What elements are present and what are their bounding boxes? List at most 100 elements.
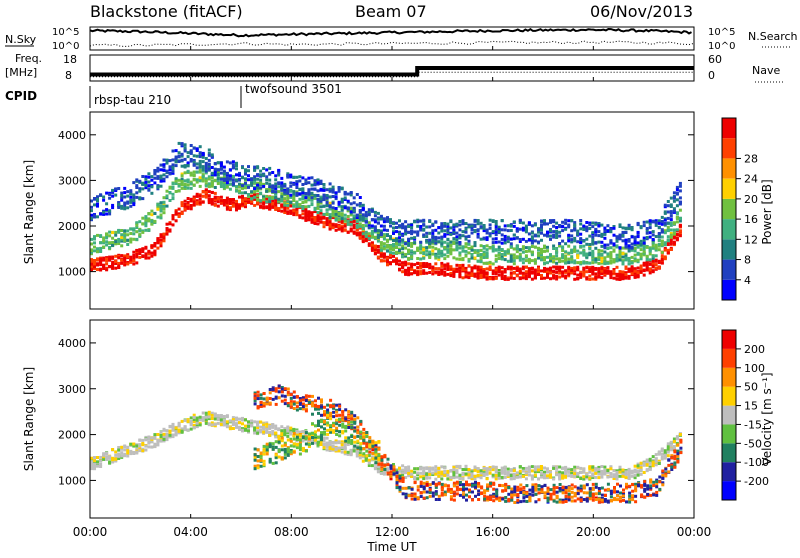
heatmap-cell — [486, 248, 489, 251]
heatmap-cell — [280, 200, 283, 203]
heatmap-cell — [160, 235, 163, 238]
heatmap-cell — [311, 176, 314, 179]
heatmap-cell — [344, 217, 347, 220]
heatmap-cell — [561, 467, 564, 470]
colorbar-tick-label: 4 — [744, 274, 751, 287]
heatmap-cell — [102, 199, 105, 202]
heatmap-cell — [446, 470, 449, 473]
heatmap-cell — [425, 240, 428, 243]
heatmap-cell — [573, 466, 576, 469]
heatmap-cell — [214, 173, 217, 176]
heatmap-cell — [117, 262, 120, 265]
heatmap-cell — [108, 231, 111, 234]
heatmap-cell — [347, 193, 350, 196]
heatmap-cell — [664, 249, 667, 252]
heatmap-cell — [241, 187, 244, 190]
heatmap-cell — [513, 469, 516, 472]
heatmap-cell — [401, 244, 404, 247]
heatmap-cell — [335, 210, 338, 213]
heatmap-cell — [190, 187, 193, 190]
heatmap-cell — [646, 232, 649, 235]
heatmap-cell — [368, 213, 371, 216]
heatmap-cell — [232, 175, 235, 178]
heatmap-cell — [622, 234, 625, 237]
heatmap-cell — [286, 435, 289, 438]
heatmap-cell — [422, 272, 425, 275]
heatmap-cell — [323, 205, 326, 208]
heatmap-cell — [513, 474, 516, 477]
heatmap-cell — [383, 259, 386, 262]
heatmap-cell — [474, 219, 477, 222]
heatmap-cell — [480, 225, 483, 228]
heatmap-cell — [356, 220, 359, 223]
heatmap-cell — [147, 172, 150, 175]
heatmap-cell — [374, 252, 377, 255]
heatmap-cell — [286, 430, 289, 433]
heatmap-cell — [117, 240, 120, 243]
heatmap-cell — [105, 192, 108, 195]
heatmap-cell — [166, 175, 169, 178]
heatmap-cell — [117, 455, 120, 458]
heatmap-cell — [271, 186, 274, 189]
heatmap-cell — [298, 188, 301, 191]
heatmap-cell — [546, 474, 549, 477]
heatmap-cell — [446, 474, 449, 477]
heatmap-cell — [552, 478, 555, 481]
heatmap-cell — [160, 176, 163, 179]
heatmap-cell — [673, 210, 676, 213]
heatmap-cell — [359, 222, 362, 225]
heatmap-cell — [431, 239, 434, 242]
colorbar-segment — [722, 158, 736, 178]
nave-label: Nave — [752, 64, 780, 77]
heatmap-cell — [99, 249, 102, 252]
heatmap-cell — [446, 245, 449, 248]
heatmap-cell — [522, 227, 525, 230]
heatmap-cell — [120, 259, 123, 262]
heatmap-cell — [292, 199, 295, 202]
heatmap-cell — [468, 272, 471, 275]
heatmap-cell — [428, 225, 431, 228]
heatmap-cell — [166, 162, 169, 165]
heatmap-cell — [519, 277, 522, 280]
heatmap-cell — [558, 266, 561, 269]
heatmap-cell — [172, 217, 175, 220]
heatmap-cell — [637, 267, 640, 270]
heatmap-cell — [169, 172, 172, 175]
heatmap-cell — [114, 454, 117, 457]
heatmap-cell — [256, 178, 259, 181]
heatmap-cell — [462, 264, 465, 267]
heatmap-cell — [567, 258, 570, 261]
heatmap-cell — [495, 233, 498, 236]
heatmap-cell — [634, 275, 637, 278]
heatmap-cell — [160, 185, 163, 188]
heatmap-cell — [271, 430, 274, 433]
heatmap-cell — [546, 249, 549, 252]
heatmap-cell — [362, 235, 365, 238]
heatmap-cell — [217, 200, 220, 203]
heatmap-cell — [646, 255, 649, 258]
heatmap-cell — [184, 419, 187, 422]
heatmap-cell — [534, 258, 537, 261]
heatmap-cell — [341, 209, 344, 212]
heatmap-cell — [504, 466, 507, 469]
heatmap-cell — [398, 224, 401, 227]
heatmap-cell — [679, 225, 682, 228]
heatmap-cell — [437, 475, 440, 478]
heatmap-cell — [138, 256, 141, 259]
heatmap-cell — [555, 254, 558, 257]
heatmap-cell — [193, 174, 196, 177]
heatmap-cell — [483, 473, 486, 476]
heatmap-cell — [362, 227, 365, 230]
heatmap-cell — [217, 205, 220, 208]
heatmap-cell — [552, 230, 555, 233]
heatmap-cell — [383, 238, 386, 241]
heatmap-cell — [609, 228, 612, 231]
heatmap-cell — [498, 257, 501, 260]
heatmap-cell — [679, 182, 682, 185]
heatmap-cell — [410, 226, 413, 229]
heatmap-cell — [314, 179, 317, 182]
heatmap-cell — [513, 256, 516, 259]
heatmap-cell — [365, 224, 368, 227]
heatmap-cell — [537, 228, 540, 231]
heatmap-cell — [386, 229, 389, 232]
